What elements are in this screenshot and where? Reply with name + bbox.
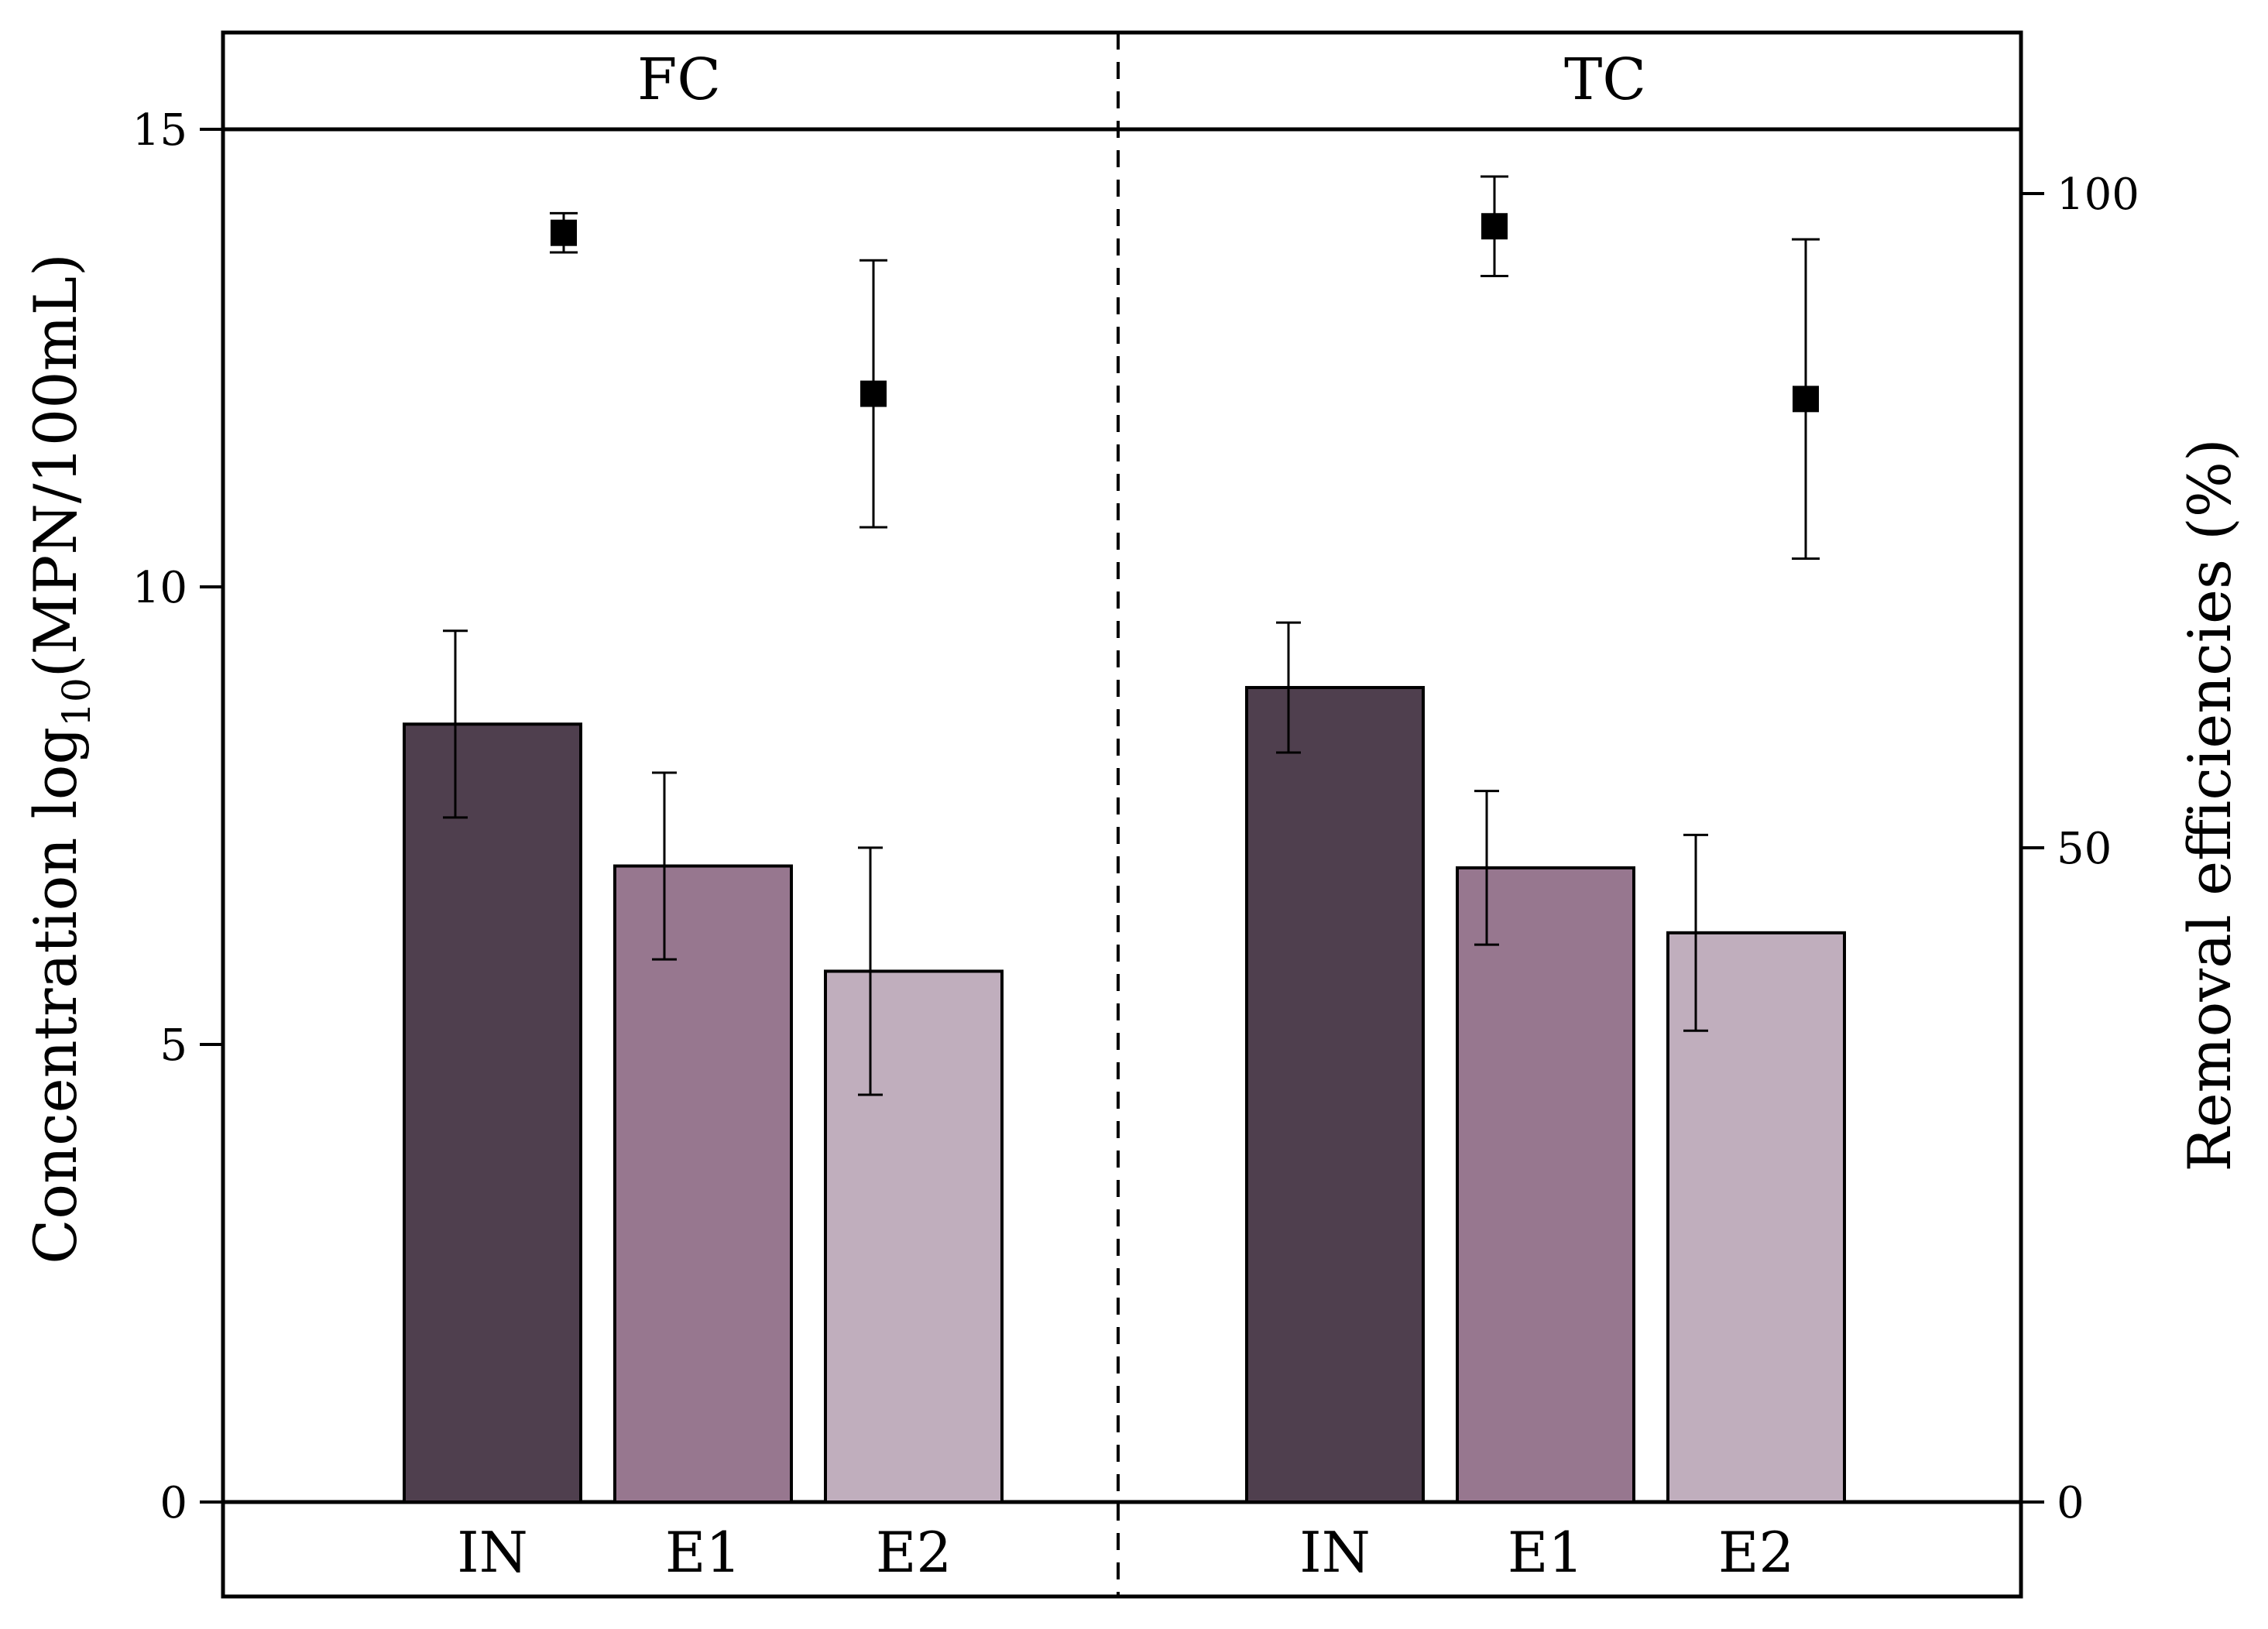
category-label-fc-e2: E2 <box>876 1520 952 1585</box>
category-label-tc-in: IN <box>1299 1520 1370 1585</box>
left-axis-title-suffix: (MPN/100mL) <box>21 253 90 677</box>
left-axis-title-subscript: 10 <box>54 677 99 727</box>
panel-title-fc: FC <box>637 46 721 113</box>
bar-tc-in <box>1245 686 1425 1504</box>
right-tick-label-100: 100 <box>2057 170 2139 220</box>
bar-fc-e2 <box>824 969 1004 1504</box>
category-label-fc-e1: E1 <box>665 1520 741 1585</box>
left-tick-label-10: 10 <box>132 563 187 613</box>
bar-fc-e1 <box>613 864 793 1504</box>
left-tick-label-5: 5 <box>160 1020 187 1071</box>
bar-group <box>403 621 1846 1504</box>
right-tick-label-0: 0 <box>2057 1478 2084 1528</box>
right-axis-title: Removal efficiencies (%) <box>2175 438 2244 1171</box>
bar-tc-e2 <box>1666 931 1846 1504</box>
category-label-fc-in: IN <box>457 1520 527 1585</box>
left-axis-title-prefix: Concentration log <box>21 727 90 1264</box>
right-tick-label-50: 50 <box>2057 824 2112 874</box>
efficiency-marker-tc-e1 <box>1481 213 1508 240</box>
efficiency-markers <box>550 175 1820 561</box>
efficiency-marker-tc-e2 <box>1793 386 1819 413</box>
efficiency-marker-fc-e2 <box>860 380 887 407</box>
category-label-tc-e2: E2 <box>1718 1520 1794 1585</box>
axes: 0 5 10 15 0 50 100 <box>132 105 2139 1528</box>
efficiency-marker-fc-e1 <box>551 219 577 246</box>
bar-fc-in <box>403 722 582 1504</box>
left-axis-title: Concentration log10(MPN/100mL) <box>21 253 99 1264</box>
category-label-tc-e1: E1 <box>1508 1520 1583 1585</box>
plot-frame <box>221 30 2023 1599</box>
panel-title-tc: TC <box>1564 46 1646 113</box>
left-tick-label-0: 0 <box>160 1478 187 1528</box>
bar-tc-e1 <box>1456 866 1635 1504</box>
left-tick-label-15: 15 <box>132 105 187 156</box>
